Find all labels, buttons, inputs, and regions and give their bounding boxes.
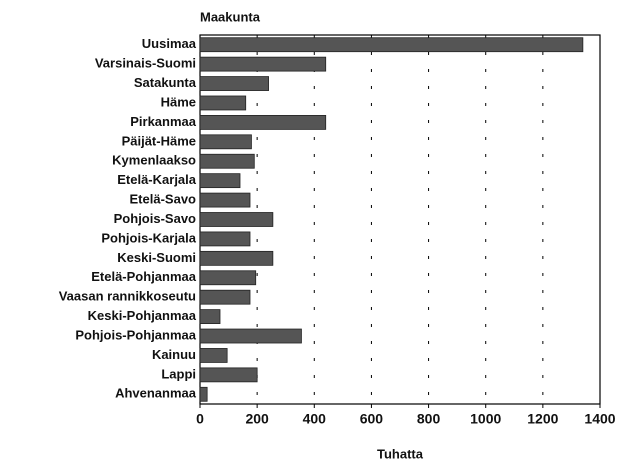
bar bbox=[199, 367, 258, 383]
bar bbox=[199, 134, 252, 150]
bar bbox=[199, 76, 269, 91]
bar bbox=[199, 386, 208, 402]
x-tick-label: 1400 bbox=[584, 411, 615, 427]
y-tick-label: Häme bbox=[161, 94, 196, 109]
y-tick-label: Satakunta bbox=[134, 75, 197, 90]
bar bbox=[199, 95, 247, 111]
y-tick-label: Lappi bbox=[161, 366, 196, 381]
bar bbox=[199, 270, 257, 286]
y-tick-label: Etelä-Savo bbox=[130, 192, 197, 207]
x-tick-label: 800 bbox=[417, 411, 441, 427]
bar bbox=[199, 250, 274, 266]
y-tick-label: Pirkanmaa bbox=[130, 114, 197, 129]
y-tick-label: Vaasan rannikkoseutu bbox=[59, 289, 196, 304]
bar bbox=[199, 309, 221, 324]
bar bbox=[199, 328, 302, 344]
x-tick-label: 1000 bbox=[470, 411, 501, 427]
bar bbox=[199, 212, 274, 227]
bar bbox=[199, 348, 228, 363]
bar bbox=[199, 173, 241, 189]
x-axis-title: Tuhatta bbox=[377, 446, 424, 461]
bar bbox=[199, 56, 327, 72]
y-tick-label: Ahvenanmaa bbox=[115, 386, 197, 401]
x-tick-label: 600 bbox=[360, 411, 384, 427]
y-tick-label: Keski-Pohjanmaa bbox=[88, 308, 197, 323]
bar bbox=[199, 153, 255, 169]
y-tick-label: Keski-Suomi bbox=[117, 250, 196, 265]
y-tick-label: Etelä-Pohjanmaa bbox=[91, 269, 197, 284]
x-tick-label: 1200 bbox=[527, 411, 558, 427]
bar bbox=[199, 115, 327, 130]
bar bbox=[199, 192, 251, 208]
y-tick-label: Etelä-Karjala bbox=[117, 172, 197, 187]
x-tick-label: 200 bbox=[245, 411, 269, 427]
y-axis-title: Maakunta bbox=[200, 9, 261, 24]
y-tick-label: Pohjois-Pohjanmaa bbox=[75, 327, 196, 342]
y-tick-label: Kainuu bbox=[152, 347, 196, 362]
x-tick-label: 400 bbox=[303, 411, 327, 427]
y-tick-label: Päijät-Häme bbox=[122, 133, 196, 148]
bar bbox=[199, 231, 251, 247]
bar bbox=[199, 37, 584, 53]
y-tick-label: Pohjois-Savo bbox=[114, 211, 196, 226]
y-tick-label: Pohjois-Karjala bbox=[101, 230, 196, 245]
bar bbox=[199, 289, 251, 305]
y-tick-label: Kymenlaakso bbox=[112, 153, 196, 168]
y-tick-label: Uusimaa bbox=[142, 36, 197, 51]
x-tick-label: 0 bbox=[196, 411, 204, 427]
y-tick-label: Varsinais-Suomi bbox=[95, 56, 196, 71]
